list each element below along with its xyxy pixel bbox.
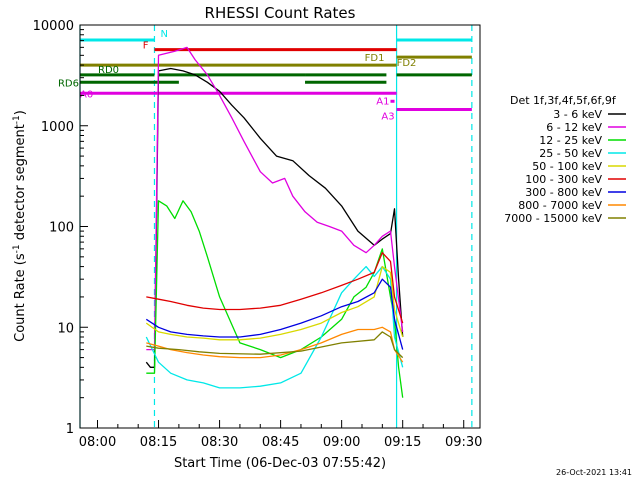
y-axis-label-sup-1: -1 [12, 244, 22, 253]
legend-entry-label: 300 - 800 keV [525, 186, 602, 199]
x-tick-label: 08:15 [140, 435, 177, 450]
x-tick-label: 09:15 [384, 435, 421, 450]
series-line [146, 46, 404, 351]
flag-label: A0 [80, 89, 93, 100]
flag-label: A3 [381, 111, 394, 122]
y-axis-label-part-2: detector segment [13, 124, 28, 244]
flag-label: FD2 [397, 58, 417, 69]
legend-entry-label: 12 - 25 keV [539, 134, 602, 147]
timestamp: 26-Oct-2021 13:41 [556, 468, 632, 477]
y-tick-label: 10 [57, 321, 74, 336]
legend-entry-label: 25 - 50 keV [539, 147, 602, 160]
flag-label: FD1 [365, 53, 385, 64]
y-axis-label-part-3: ) [13, 110, 28, 115]
legend-entry-label: 6 - 12 keV [546, 121, 602, 134]
x-tick-label: 09:30 [445, 435, 482, 450]
x-axis-ticks: 08:00 08:15 08:30 08:45 09:00 09:15 09:30 [79, 420, 482, 450]
x-tick-label: 08:30 [201, 435, 238, 450]
x-axis-label: Start Time (06-Dec-03 07:55:42) [174, 456, 386, 471]
x-tick-label: 08:00 [79, 435, 116, 450]
y-tick-label: 1000 [41, 120, 74, 135]
y-axis-ticks: 1 10 100 1000 10000 [33, 19, 88, 437]
flag-label: A1 [376, 96, 389, 107]
y-axis-label-sup-2: -1 [12, 115, 22, 124]
flag-label: RD6 [58, 78, 79, 89]
legend-entry-label: 50 - 100 keV [532, 160, 602, 173]
series-group [145, 46, 404, 398]
y-axis-label: Count Rate (s-1 detector segment-1) [12, 110, 28, 342]
series-line [146, 331, 404, 359]
x-tick-label: 09:00 [323, 435, 360, 450]
y-tick-label: 10000 [33, 19, 74, 34]
chart-title: RHESSI Count Rates [205, 4, 356, 22]
flag-label: RD0 [98, 65, 119, 76]
y-tick-label: 100 [49, 221, 74, 236]
legend-entry-label: 100 - 300 keV [525, 173, 602, 186]
y-axis-label-part-1: Count Rate (s [13, 253, 28, 342]
flag-label: F [143, 41, 149, 52]
series-line [145, 265, 404, 341]
series-line [145, 278, 404, 350]
legend-title: Det 1f,3f,4f,5f,6f,9f [510, 94, 617, 107]
legend-entry-label: 7000 - 15000 keV [504, 212, 602, 225]
series-line [145, 67, 404, 368]
y-tick-label: 1 [66, 422, 74, 437]
legend-entry-label: 800 - 7000 keV [518, 199, 602, 212]
flag-label: N [160, 29, 167, 40]
legend-entry-label: 3 - 6 keV [553, 108, 602, 121]
x-tick-label: 08:45 [262, 435, 299, 450]
series-line [146, 252, 404, 324]
